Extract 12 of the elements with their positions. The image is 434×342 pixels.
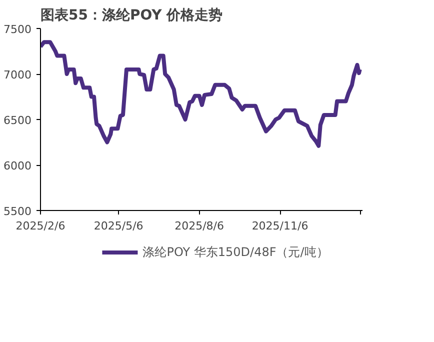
x-tick-label: 2025/11/6 [252,220,308,232]
x-tick-label: 2025/8/6 [174,220,224,232]
chart-title: 图表55：涤纶POY 价格走势 [40,8,223,24]
y-tick-label: 6500 [4,114,32,127]
y-tick-label: 7000 [4,68,32,82]
x-tick-label: 2025/2/6 [16,220,66,232]
line-series [40,40,362,148]
x-tick-label: 2025/5/6 [94,220,144,232]
legend-label: 涤纶POY 华东150D/48F（元/吨） [142,244,328,260]
y-tick-label: 6000 [4,160,32,172]
y-tick-label: 5500 [4,205,32,218]
y-tick-label: 7500 [4,23,32,36]
